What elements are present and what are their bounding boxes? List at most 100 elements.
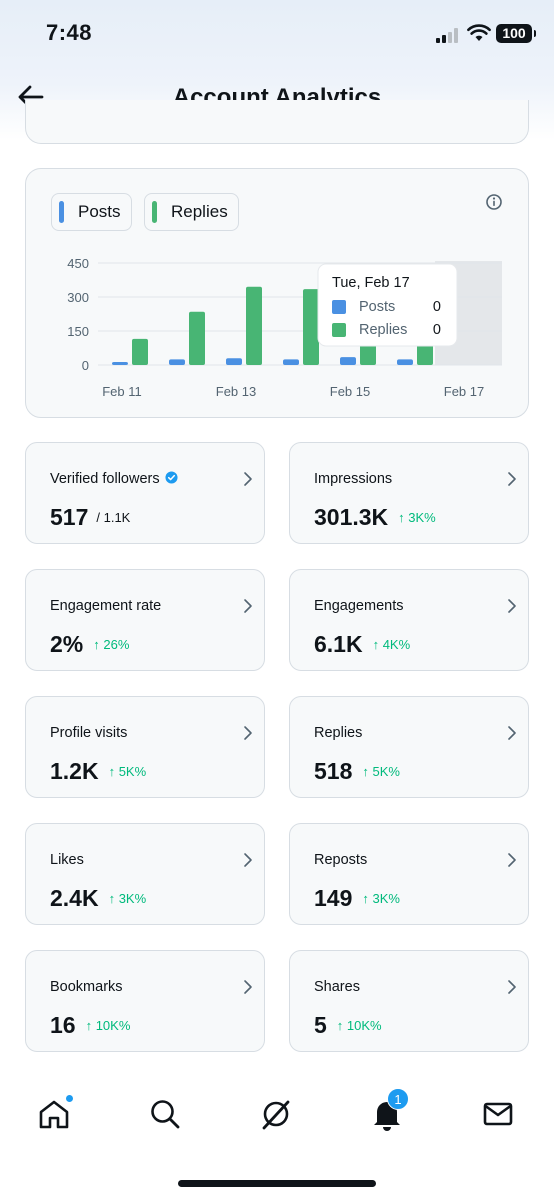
legend-replies-button[interactable]: Replies <box>144 193 239 231</box>
stat-card-engagement-rate[interactable]: Engagement rate 2% ↑ 26% <box>25 569 265 671</box>
stat-change: ↑ 5K% <box>362 764 400 779</box>
stat-label: Shares <box>314 979 360 995</box>
tooltip-row-value: 0 <box>433 299 441 315</box>
bar-replies <box>132 338 148 365</box>
stat-label-text: Reposts <box>314 852 368 868</box>
stat-label-text: Replies <box>314 725 363 741</box>
nav-grok[interactable] <box>254 1092 298 1136</box>
signal-icon <box>436 27 462 43</box>
tooltip-date: Tue, Feb 17 <box>332 275 410 291</box>
bar-posts <box>169 359 185 365</box>
x-tick-label: Feb 17 <box>444 384 484 399</box>
notification-badge: 1 <box>387 1088 409 1110</box>
stat-label: Impressions <box>314 471 392 487</box>
stat-value-text: 1.2K <box>50 758 99 784</box>
stat-card-bookmarks[interactable]: Bookmarks 16 ↑ 10K% <box>25 950 265 1052</box>
home-icon <box>39 1100 69 1129</box>
bar-posts <box>226 358 242 365</box>
stat-card-engagements[interactable]: Engagements 6.1K ↑ 4K% <box>289 569 529 671</box>
x-tick-label: Feb 13 <box>216 384 256 399</box>
x-tick-label: Feb 15 <box>330 384 370 399</box>
stat-value: 16 ↑ 10K% <box>50 1012 130 1039</box>
nav-notifications[interactable]: 1 <box>365 1088 409 1136</box>
stat-card-shares[interactable]: Shares 5 ↑ 10K% <box>289 950 529 1052</box>
stat-value: 1.2K ↑ 5K% <box>50 758 146 785</box>
bar-posts <box>340 357 356 365</box>
y-tick-label: 150 <box>67 324 89 339</box>
tooltip-box <box>317 263 458 347</box>
stat-value-text: 5 <box>314 1012 327 1038</box>
legend-posts-button[interactable]: Posts <box>51 193 132 231</box>
tooltip-row-label: Posts <box>359 299 395 315</box>
nav-home[interactable] <box>32 1092 76 1136</box>
stat-value: 5 ↑ 10K% <box>314 1012 382 1039</box>
chevron-right-icon <box>244 853 252 867</box>
stat-label-text: Engagement rate <box>50 598 162 614</box>
tooltip-swatch <box>332 300 346 314</box>
stat-value-text: 6.1K <box>314 631 363 657</box>
x-tick-label: Feb 11 <box>102 384 142 399</box>
bottom-nav: 1 <box>0 1080 554 1150</box>
stat-change: ↑ 3K% <box>398 510 436 525</box>
y-tick-label: 0 <box>82 358 89 373</box>
chart-tooltip: Tue, Feb 17 Posts 0 Replies 0 <box>317 263 458 347</box>
bar-replies <box>189 311 205 365</box>
y-tick-label: 300 <box>67 290 89 305</box>
stat-change: ↑ 4K% <box>372 637 411 652</box>
stat-value-text: 2% <box>50 631 84 657</box>
stat-card-verified-followers[interactable]: Verified followers 517 / 1.1K <box>25 442 265 544</box>
grok-icon <box>262 1100 290 1130</box>
stat-value: 518 ↑ 5K% <box>314 758 400 785</box>
stat-value: 149 ↑ 3K% <box>314 885 400 912</box>
stat-change: ↑ 5K% <box>108 764 147 779</box>
stat-change: ↑ 26% <box>93 637 130 652</box>
chevron-right-icon <box>508 726 516 740</box>
stat-label-text: Profile visits <box>50 725 128 741</box>
nav-messages[interactable] <box>476 1092 520 1136</box>
chevron-right-icon <box>244 599 252 613</box>
posts-swatch <box>59 201 64 223</box>
stat-change: ↑ 3K% <box>108 891 147 906</box>
y-tick-label: 450 <box>67 256 89 271</box>
nav-search[interactable] <box>143 1092 187 1136</box>
replies-swatch <box>152 201 157 223</box>
stat-label-text: Bookmarks <box>50 979 123 995</box>
chevron-right-icon <box>508 980 516 994</box>
chevron-right-icon <box>244 472 252 486</box>
stat-label-text: Engagements <box>314 598 404 614</box>
chevron-right-icon <box>244 726 252 740</box>
stat-label: Profile visits <box>50 725 127 741</box>
stat-label-text: Likes <box>50 852 84 868</box>
stat-label: Bookmarks <box>50 979 123 995</box>
stat-value: 6.1K ↑ 4K% <box>314 631 410 658</box>
previous-card <box>25 100 529 144</box>
stat-value: 2% ↑ 26% <box>50 631 129 658</box>
stat-card-impressions[interactable]: Impressions 301.3K ↑ 3K% <box>289 442 529 544</box>
stat-value-text: 149 <box>314 885 353 911</box>
stat-card-profile-visits[interactable]: Profile visits 1.2K ↑ 5K% <box>25 696 265 798</box>
stat-card-reposts[interactable]: Reposts 149 ↑ 3K% <box>289 823 529 925</box>
wifi-icon <box>467 24 491 41</box>
bar-replies <box>303 289 319 365</box>
battery-icon: 100 <box>496 24 536 43</box>
status-time: 7:48 <box>46 20 93 45</box>
stat-card-replies[interactable]: Replies 518 ↑ 5K% <box>289 696 529 798</box>
info-icon[interactable] <box>485 193 503 211</box>
stat-card-likes[interactable]: Likes 2.4K ↑ 3K% <box>25 823 265 925</box>
home-indicator <box>178 1180 376 1187</box>
bar-replies <box>246 286 262 365</box>
legend-posts-label: Posts <box>78 202 121 221</box>
chevron-right-icon <box>508 599 516 613</box>
chevron-right-icon <box>508 853 516 867</box>
bar-posts <box>112 362 128 365</box>
legend-replies-label: Replies <box>171 202 228 221</box>
stat-value-text: 518 <box>314 758 353 784</box>
stat-label-text: Verified followers <box>50 471 160 487</box>
tooltip-row-value: 0 <box>433 322 441 338</box>
chevron-right-icon <box>508 472 516 486</box>
stat-total: / 1.1K <box>96 510 131 525</box>
tooltip-row-label: Replies <box>359 322 407 338</box>
stat-label: Verified followers <box>50 471 178 487</box>
mail-icon <box>483 1102 513 1126</box>
chevron-right-icon <box>244 980 252 994</box>
